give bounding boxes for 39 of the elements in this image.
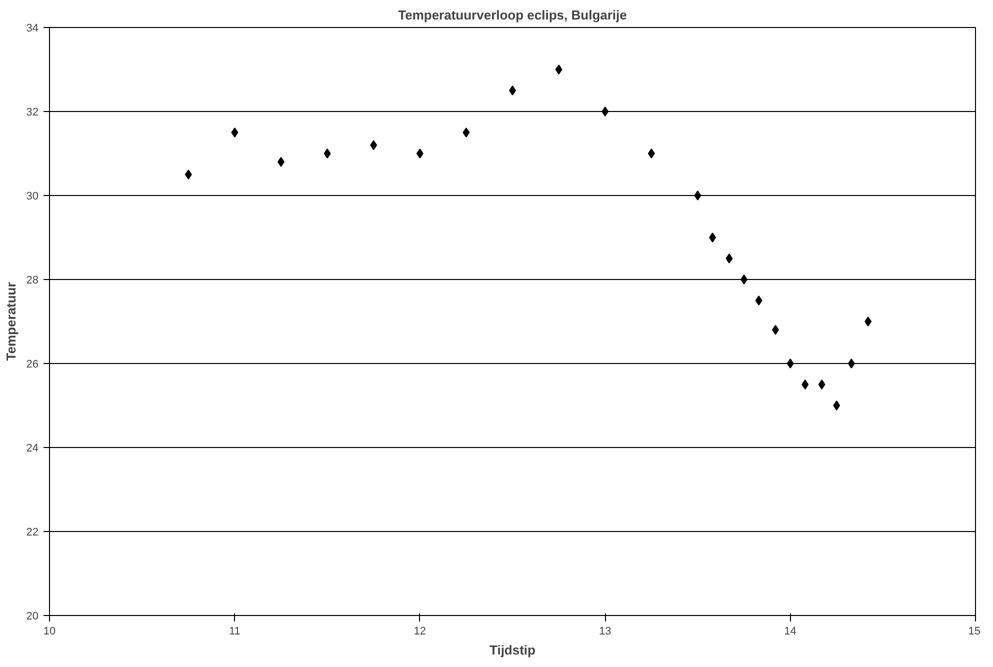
point [416,148,424,158]
point [755,296,762,306]
point [694,190,702,200]
point [726,254,733,264]
y-tick-label: 20 [26,610,39,622]
x-axis-title: Tijdstip [490,642,536,658]
point [709,232,716,242]
x-tick-label: 10 [43,626,56,638]
point [740,274,748,284]
point [864,316,872,326]
point [184,170,192,180]
point [509,86,516,96]
y-tick-label: 26 [26,358,39,370]
point [648,148,655,158]
point [324,148,331,158]
y-axis-title: Temperatuur [3,282,18,361]
chart-title: Temperatuurverloop eclips, Bulgarije [398,8,627,22]
point [772,324,779,335]
point [833,400,840,410]
y-tick-label: 34 [26,22,39,34]
point [231,128,238,138]
y-tick-label: 24 [26,442,39,454]
point [786,358,794,368]
y-tick-label: 32 [26,106,39,118]
point [802,380,809,390]
point [818,380,826,390]
x-tick-label: 12 [414,626,426,638]
point [462,128,470,138]
point [555,64,562,74]
y-tick-label: 30 [26,190,39,202]
point [602,106,609,116]
x-tick-label: 11 [228,626,240,638]
point [848,358,855,368]
y-tick-label: 22 [26,526,39,538]
point [370,140,378,150]
x-tick-label: 14 [784,626,796,638]
x-tick-label: 15 [968,626,981,638]
y-tick-label: 28 [26,274,39,286]
x-tick-label: 13 [598,626,612,638]
